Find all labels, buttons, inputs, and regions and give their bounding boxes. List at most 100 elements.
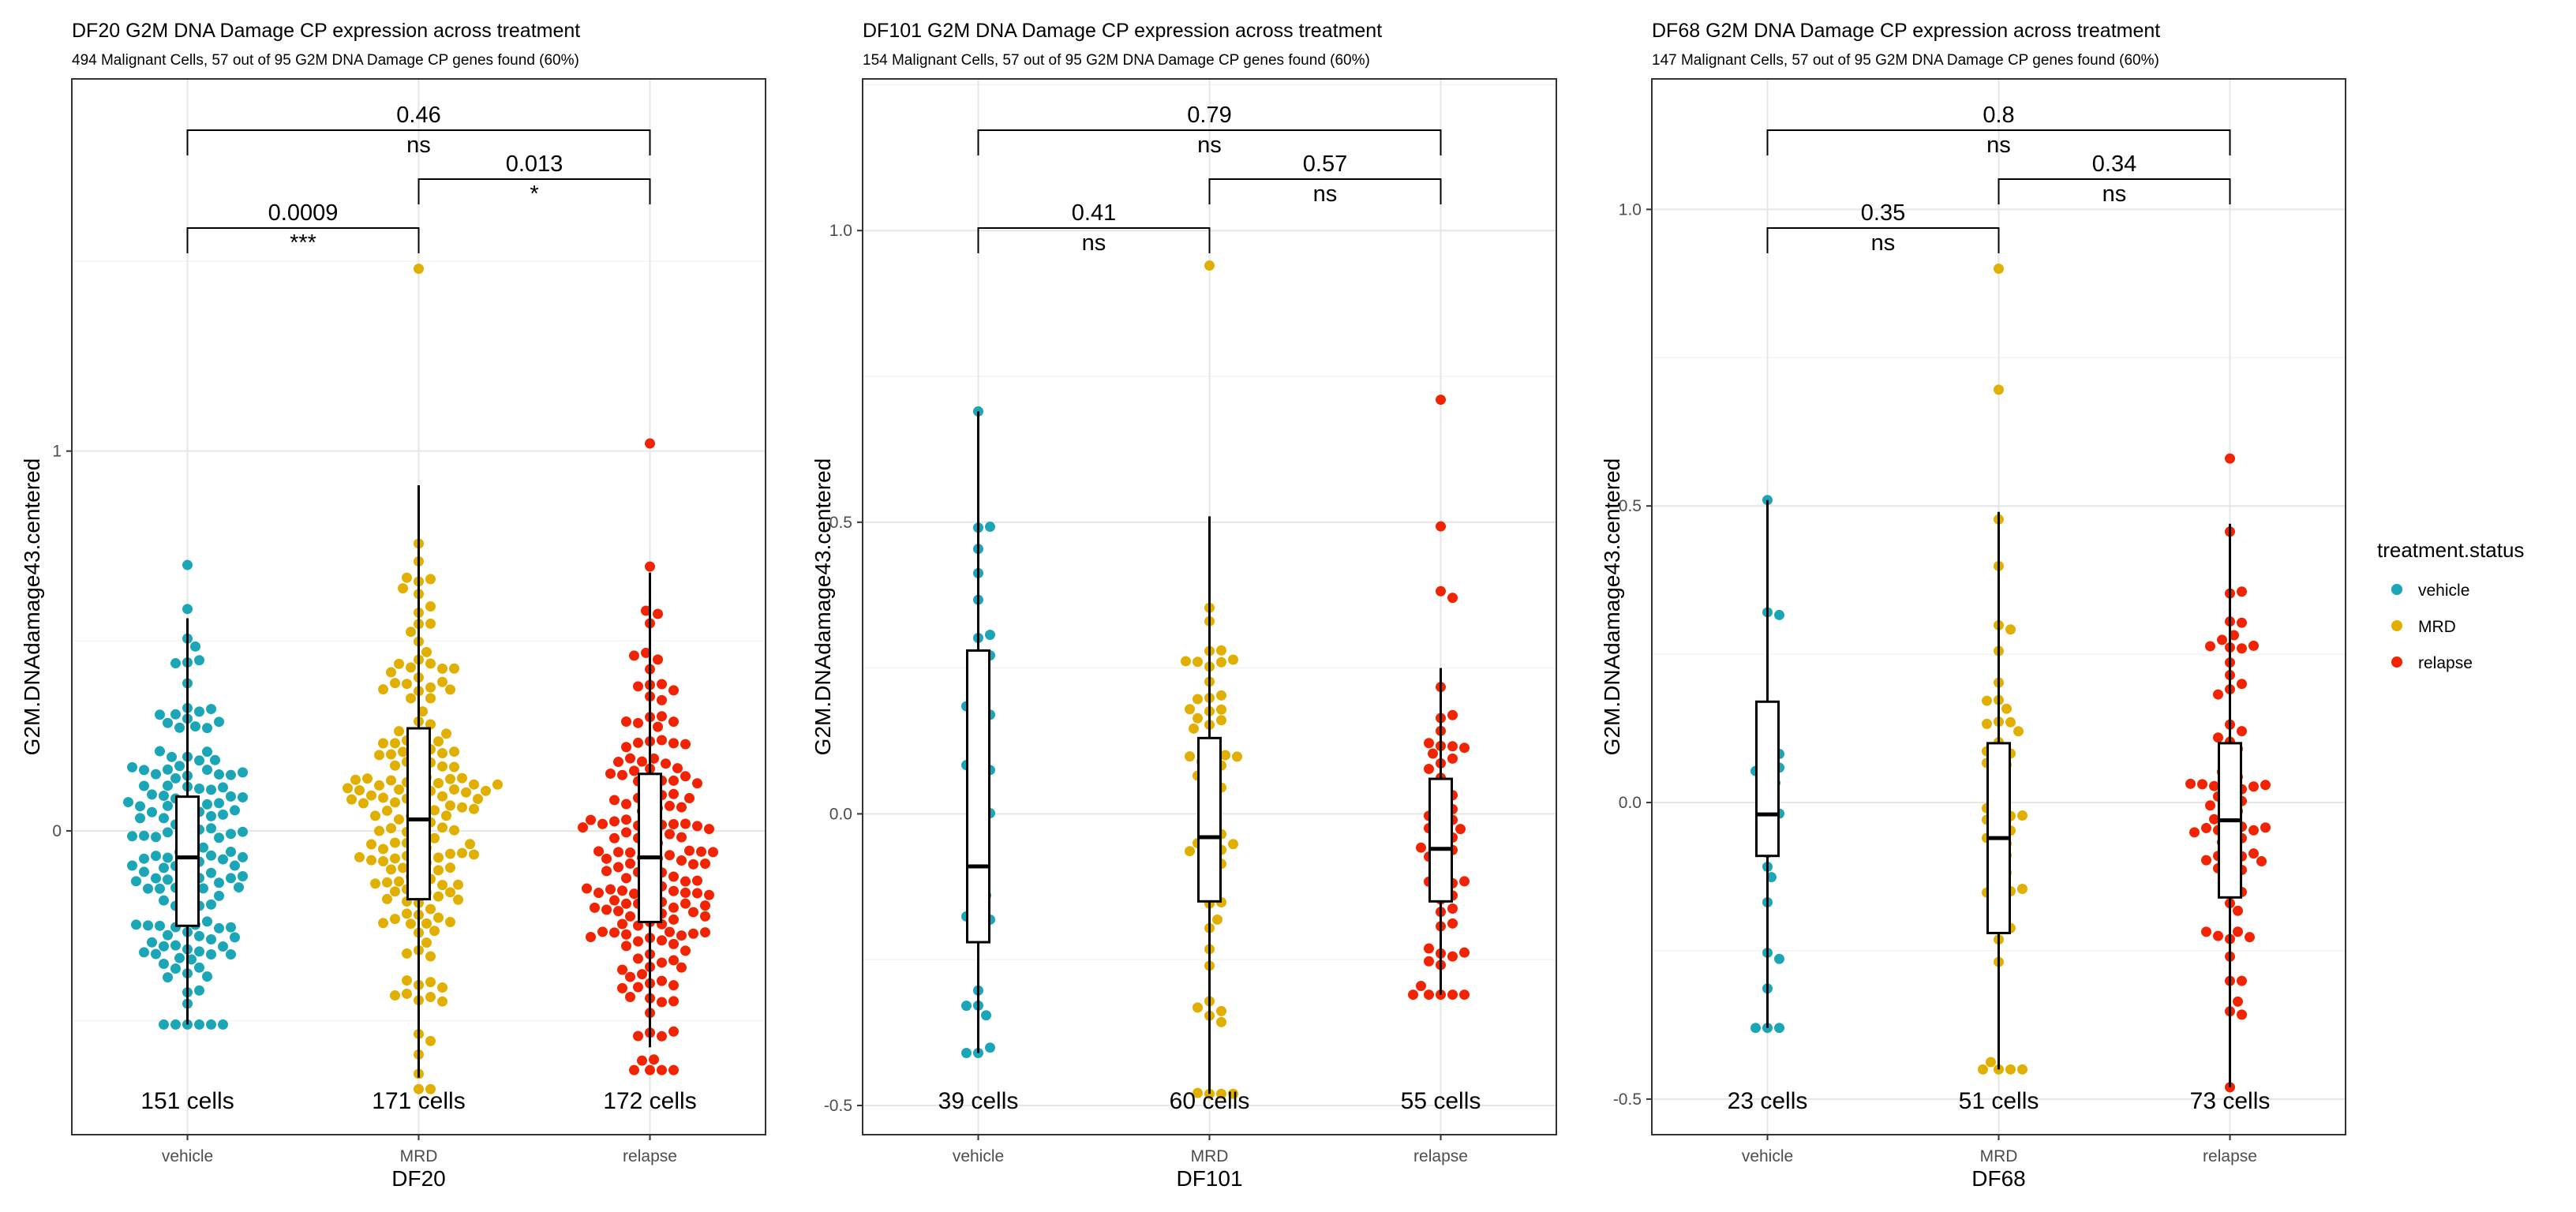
- data-point-vehicle: [226, 769, 236, 780]
- data-point-relapse: [2201, 855, 2211, 866]
- data-point-mrd: [1994, 264, 2004, 275]
- data-point-mrd: [425, 600, 436, 612]
- cell-count-label: 51 cells: [1959, 1088, 2039, 1114]
- cell-count-label: 23 cells: [1728, 1088, 1808, 1114]
- data-point-vehicle: [230, 932, 240, 943]
- data-point-mrd: [2017, 810, 2027, 821]
- data-point-relapse: [2237, 586, 2247, 597]
- data-point-relapse: [657, 679, 667, 690]
- data-point-vehicle: [170, 1019, 181, 1030]
- data-point-vehicle: [1766, 872, 1777, 883]
- data-point-relapse: [668, 819, 679, 830]
- data-point-vehicle: [139, 765, 149, 776]
- data-point-relapse: [2237, 726, 2247, 737]
- data-point-relapse: [1436, 395, 1446, 406]
- panel-title: DF20 G2M DNA Damage CP expression across…: [72, 20, 580, 42]
- data-point-vehicle: [170, 772, 181, 784]
- data-point-vehicle: [170, 940, 181, 951]
- data-point-vehicle: [206, 784, 216, 795]
- bracket-p-value: 0.79: [1187, 103, 1231, 128]
- bracket-significance: ns: [1197, 133, 1222, 158]
- data-point-vehicle: [163, 874, 173, 885]
- data-point-relapse: [617, 885, 627, 896]
- significance-bracket: 0.34 ns: [1998, 152, 2231, 207]
- data-point-relapse: [2233, 926, 2243, 937]
- significance-bracket: 0.8 ns: [1766, 103, 2231, 158]
- data-point-relapse: [625, 911, 635, 922]
- x-axis-title: DF101: [1176, 1166, 1242, 1191]
- data-point-mrd: [2017, 1064, 2027, 1075]
- data-point-relapse: [1416, 980, 1426, 991]
- data-point-relapse: [637, 1055, 647, 1066]
- data-point-relapse: [645, 561, 655, 572]
- data-point-mrd: [437, 663, 447, 674]
- data-point-relapse: [2237, 679, 2247, 690]
- data-point-relapse: [668, 996, 679, 1007]
- cell-count-label: 151 cells: [140, 1088, 234, 1114]
- data-point-mrd: [1189, 723, 1199, 734]
- data-point-relapse: [609, 795, 620, 806]
- data-point-vehicle: [985, 522, 995, 533]
- box-body: [406, 727, 431, 901]
- cell-count-label: 171 cells: [372, 1088, 465, 1114]
- data-point-mrd: [445, 684, 455, 695]
- box-body: [175, 795, 200, 927]
- data-point-mrd: [492, 779, 503, 790]
- data-point-relapse: [586, 931, 596, 942]
- box-body: [1197, 736, 1222, 903]
- data-point-vehicle: [206, 823, 216, 834]
- data-point-vehicle: [163, 764, 173, 775]
- data-point-mrd: [394, 784, 404, 795]
- data-point-relapse: [1424, 763, 1434, 774]
- data-point-mrd: [2005, 716, 2016, 728]
- data-point-relapse: [1424, 956, 1434, 967]
- data-point-vehicle: [155, 746, 165, 757]
- data-point-relapse: [696, 846, 706, 857]
- data-point-mrd: [390, 797, 400, 808]
- cell-count-label: 172 cells: [603, 1088, 696, 1114]
- data-point-mrd: [2005, 1064, 2016, 1075]
- legend-entry-mrd: MRD: [2391, 618, 2456, 636]
- significance-bracket: 0.57 ns: [1208, 152, 1442, 207]
- boxplot-mrd: [1197, 516, 1222, 1094]
- box-body: [638, 772, 662, 923]
- data-point-relapse: [704, 889, 714, 900]
- data-point-vehicle: [163, 972, 173, 983]
- data-point-mrd: [358, 798, 369, 809]
- y-tick-label: -0.5: [824, 1097, 852, 1115]
- data-point-relapse: [605, 768, 616, 779]
- data-point-vehicle: [206, 1019, 216, 1030]
- data-point-relapse: [2217, 634, 2227, 645]
- data-point-mrd: [1193, 713, 1203, 724]
- data-point-mrd: [437, 822, 447, 833]
- data-point-vehicle: [218, 809, 228, 820]
- data-point-mrd: [473, 794, 483, 805]
- data-point-relapse: [680, 887, 691, 898]
- data-point-mrd: [425, 693, 436, 704]
- data-point-relapse: [2248, 825, 2259, 836]
- data-point-vehicle: [238, 826, 248, 837]
- data-point-vehicle: [226, 829, 236, 840]
- data-point-mrd: [425, 903, 436, 915]
- data-point-relapse: [676, 855, 687, 866]
- data-point-mrd: [1216, 715, 1226, 726]
- y-axis-title: G2M.DNAdamage43.centered: [20, 458, 44, 756]
- data-point-mrd: [382, 805, 392, 816]
- data-point-relapse: [609, 816, 620, 827]
- data-point-relapse: [665, 829, 675, 840]
- data-point-relapse: [692, 875, 702, 886]
- data-point-relapse: [645, 438, 655, 449]
- data-point-vehicle: [206, 899, 216, 910]
- data-point-vehicle: [127, 860, 137, 871]
- data-point-mrd: [433, 891, 444, 902]
- x-tick-label: vehicle: [953, 1147, 1004, 1165]
- data-point-relapse: [590, 902, 600, 913]
- data-point-mrd: [374, 750, 384, 761]
- data-point-vehicle: [163, 827, 173, 838]
- data-point-vehicle: [174, 722, 185, 733]
- data-point-vehicle: [985, 1042, 995, 1053]
- data-point-mrd: [394, 658, 404, 669]
- data-point-mrd: [390, 760, 400, 771]
- data-point-relapse: [601, 904, 612, 915]
- data-point-relapse: [2248, 781, 2259, 792]
